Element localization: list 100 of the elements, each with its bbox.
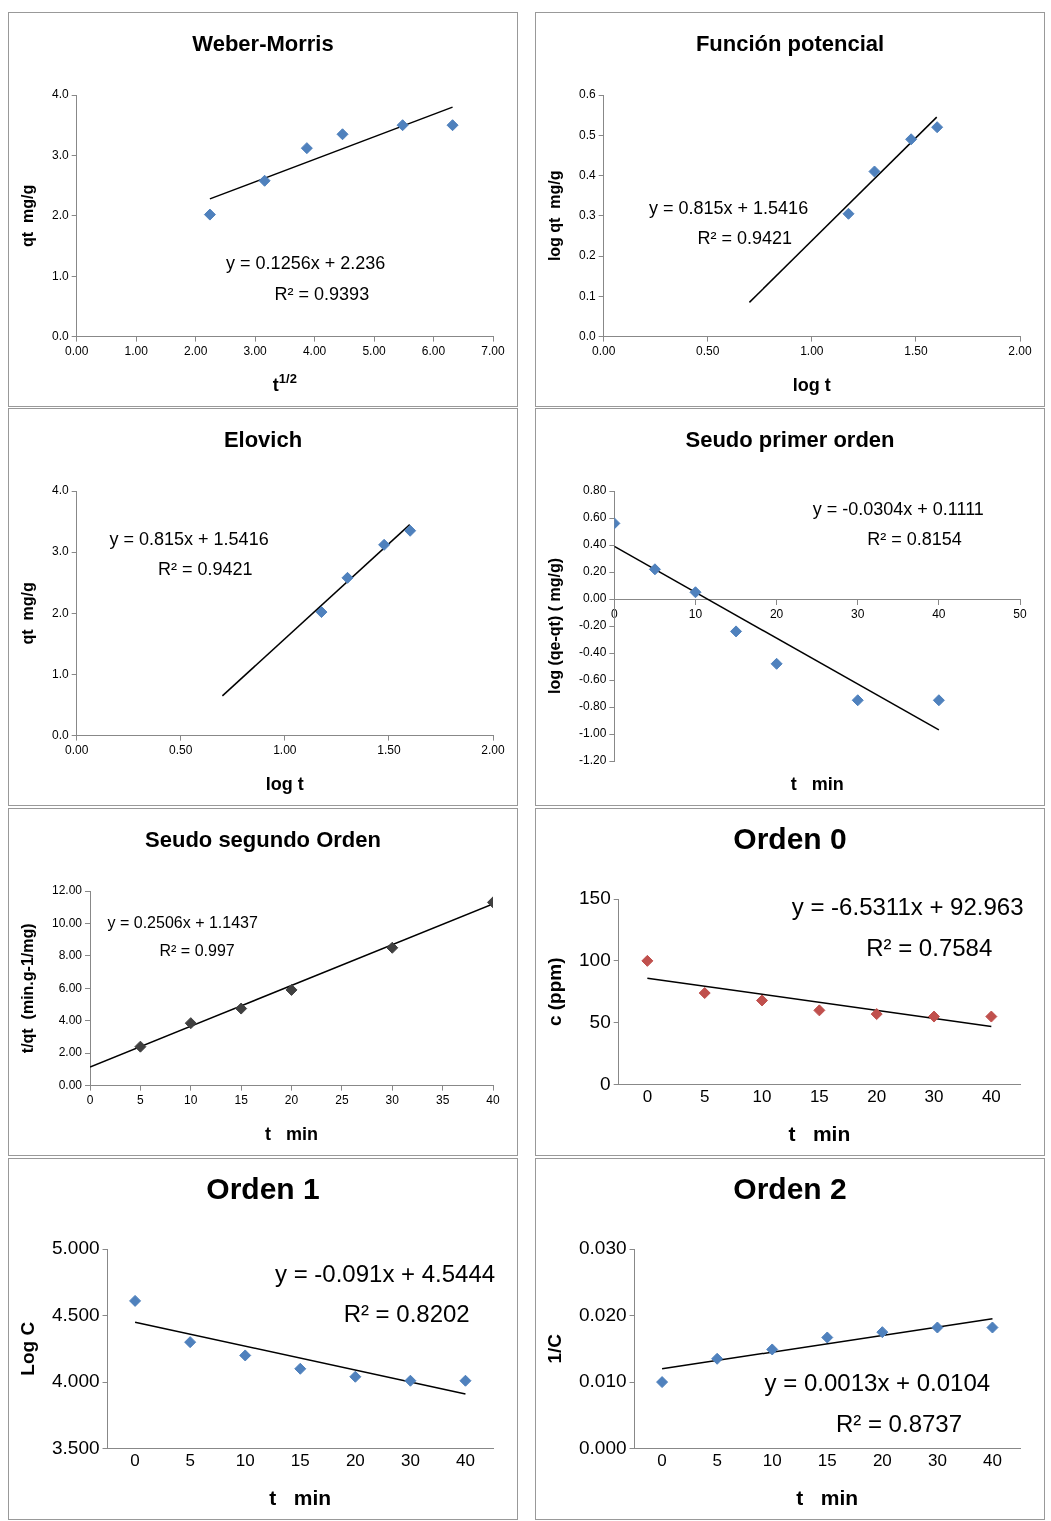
x-tick-label: 20 [867,1087,887,1107]
x-tick-label: 2.00 [183,344,208,359]
y-tick-label: 0.00 [582,591,607,606]
annotation: R² = 0.9421 [158,559,253,580]
point [711,1352,724,1365]
point [446,119,459,132]
x-tick-label: 30 [927,1451,947,1471]
y-tick-label: 50 [589,1010,611,1032]
point [134,1040,147,1053]
x-tick-label: 1.50 [904,344,928,359]
x-tick-label: 1.00 [124,344,149,359]
point [404,524,417,537]
point [378,538,391,551]
y-tick-label: 0.20 [582,564,607,579]
x-tick-label: 5.00 [362,344,387,359]
x-tick-label: 20 [872,1451,892,1471]
x-tick-label: 4.00 [302,344,327,359]
y-tick-label: 0.6 [578,87,596,102]
x-tick-label: 40 [981,1087,1001,1107]
y-tick-label: 0.010 [579,1370,627,1392]
x-axis-title: log t [265,773,304,794]
x-tick-label: 5 [712,1451,722,1471]
point [459,1374,472,1387]
annotation: R² = 0.997 [159,941,235,959]
x-tick-label: 5 [185,1451,195,1471]
annotation: y = 0.0013x + 0.0104 [764,1369,991,1397]
annotation: y = -0.0304x + 0.1111 [812,498,984,519]
x-tick-label: 40 [456,1451,475,1471]
x-tick-label: 0 [130,1451,140,1471]
y-tick-label: -0.60 [578,672,607,687]
y-axis-title: c (ppm) [544,957,566,1027]
chart-title: Orden 2 [733,1172,847,1206]
y-tick-label: 0.5 [578,127,596,142]
x-tick-label: 15 [809,1087,829,1107]
point [756,994,769,1007]
y-tick-label: 100 [579,949,611,971]
y-tick-label: 1.0 [51,666,69,681]
point [868,165,881,178]
point [641,954,654,967]
y-tick-label: 0.2 [578,248,596,263]
x-tick-label: 0 [657,1451,667,1471]
annotation: R² = 0.9421 [697,228,793,249]
point [315,606,328,619]
y-axis-title: qt mg/g [19,582,37,645]
x-axis-title: t min [788,1121,851,1145]
y-tick-label: 0.4 [578,167,596,182]
chart-title: Orden 1 [206,1172,320,1206]
y-tick-label: 8.00 [58,948,83,963]
point [184,1017,197,1030]
point [258,174,271,187]
y-tick-label: 4.0 [51,483,69,498]
y-tick-label: 0.0 [51,727,69,742]
x-tick-label: 15 [290,1451,310,1471]
y-axis-title: 1/C [544,1333,566,1364]
point [648,563,661,576]
x-tick-label: 50 [1013,606,1027,621]
x-tick-label: 40 [486,1093,500,1108]
x-tick-label: 30 [400,1451,420,1471]
x-axis-title: t min [796,1485,859,1509]
y-tick-label: 0.000 [579,1436,627,1458]
x-tick-label: 25 [335,1093,349,1108]
point [770,657,783,670]
point [396,119,409,132]
x-tick-label: 2.00 [1008,344,1032,359]
y-tick-label: -0.20 [578,618,607,633]
y-tick-label: -0.80 [578,699,607,714]
point [905,133,918,146]
point [404,1374,417,1387]
y-axis-title: log (qe-qt) ( mg/g) [546,558,564,694]
y-tick-label: 0.00 [58,1077,83,1092]
annotation: y = 0.1256x + 2.236 [226,253,386,274]
chart-title: Seudo segundo Orden [145,827,381,853]
y-axis-title: log qt mg/g [546,170,564,262]
y-tick-label: 3.0 [51,147,69,162]
y-tick-label: 0.0 [578,328,596,343]
point [876,1326,889,1339]
point [235,1002,248,1015]
point [203,208,216,221]
x-tick-label: 20 [769,606,784,621]
point [285,983,298,996]
y-tick-label: 0.020 [579,1303,627,1325]
y-axis-title: t/qt (min.g-1/mg) [19,923,37,1054]
x-tick-label: 30 [924,1087,944,1107]
point [294,1362,307,1375]
x-tick-label: 5 [699,1087,710,1107]
annotation: y = -6.5311x + 92.963 [791,892,1024,920]
x-tick-label: 0 [642,1087,653,1107]
annotation: y = -0.091x + 4.5444 [274,1259,496,1287]
point [851,694,864,707]
y-axis-title: qt mg/g [19,184,37,247]
x-tick-label: 10 [752,1087,772,1107]
y-tick-label: 3.500 [52,1436,100,1458]
chart-title: Seudo primer orden [685,427,895,453]
y-axis-title: Log C [17,1321,39,1376]
y-tick-label: -0.40 [578,645,607,660]
y-tick-label: 10.00 [52,915,83,930]
x-tick-label: 10 [688,606,703,621]
y-tick-label: 0.60 [582,510,607,525]
y-tick-label: 0.40 [582,537,607,552]
x-tick-label: 30 [851,606,865,621]
